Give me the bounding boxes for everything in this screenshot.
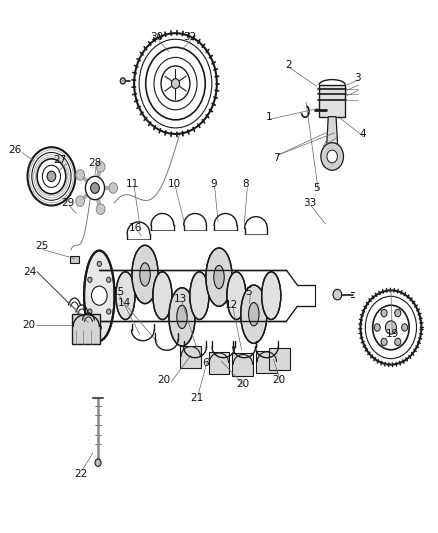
Ellipse shape <box>227 272 246 319</box>
Ellipse shape <box>261 272 281 319</box>
Circle shape <box>374 324 380 331</box>
Text: 5: 5 <box>245 287 252 297</box>
Ellipse shape <box>169 288 195 346</box>
Ellipse shape <box>214 265 224 289</box>
Ellipse shape <box>84 251 115 341</box>
Ellipse shape <box>132 245 158 304</box>
Circle shape <box>402 324 408 331</box>
Text: 6: 6 <box>203 358 209 368</box>
Text: 15: 15 <box>111 287 125 297</box>
Text: 20: 20 <box>272 375 286 385</box>
Text: 33: 33 <box>303 198 316 208</box>
Circle shape <box>95 459 101 466</box>
Circle shape <box>333 289 342 300</box>
Ellipse shape <box>249 303 259 326</box>
Circle shape <box>395 338 401 346</box>
Text: 7: 7 <box>273 153 280 163</box>
Polygon shape <box>208 352 230 374</box>
Circle shape <box>381 338 387 346</box>
Polygon shape <box>72 314 100 344</box>
Ellipse shape <box>190 272 209 319</box>
Circle shape <box>321 143 343 170</box>
Text: 11: 11 <box>126 179 139 189</box>
Text: 14: 14 <box>117 297 131 308</box>
Text: 25: 25 <box>35 241 48 252</box>
Text: 19: 19 <box>385 329 399 340</box>
Circle shape <box>106 309 111 314</box>
Text: 9: 9 <box>211 179 217 189</box>
Text: 16: 16 <box>129 223 142 233</box>
Polygon shape <box>180 345 201 368</box>
Polygon shape <box>233 353 253 376</box>
Text: 20: 20 <box>237 379 250 389</box>
Ellipse shape <box>241 285 267 343</box>
Ellipse shape <box>140 263 150 286</box>
Text: 26: 26 <box>9 145 22 155</box>
Circle shape <box>97 261 102 266</box>
Text: 21: 21 <box>191 393 204 403</box>
Text: 12: 12 <box>225 300 238 310</box>
Ellipse shape <box>153 272 172 319</box>
Text: 5: 5 <box>314 183 320 193</box>
Text: 27: 27 <box>53 156 66 165</box>
Text: 20: 20 <box>22 320 35 330</box>
Text: 20: 20 <box>157 375 170 385</box>
Circle shape <box>327 150 337 163</box>
Circle shape <box>97 325 102 330</box>
Text: 32: 32 <box>183 33 196 43</box>
Text: 24: 24 <box>23 267 36 277</box>
Polygon shape <box>319 85 345 117</box>
Circle shape <box>76 196 85 206</box>
Circle shape <box>76 169 85 180</box>
Text: 28: 28 <box>88 158 102 167</box>
Circle shape <box>106 277 111 282</box>
Circle shape <box>96 161 105 172</box>
Circle shape <box>88 277 92 282</box>
Circle shape <box>171 79 180 88</box>
Text: 2: 2 <box>285 60 292 70</box>
Ellipse shape <box>116 272 135 319</box>
Text: 1: 1 <box>266 112 272 122</box>
Circle shape <box>47 171 56 182</box>
Polygon shape <box>70 256 79 263</box>
Circle shape <box>96 204 105 214</box>
Circle shape <box>92 286 107 305</box>
Circle shape <box>120 78 125 84</box>
Text: 22: 22 <box>74 470 87 479</box>
Ellipse shape <box>206 248 232 306</box>
Text: 30: 30 <box>151 33 164 43</box>
Text: 13: 13 <box>174 294 187 304</box>
Circle shape <box>109 183 117 193</box>
Ellipse shape <box>177 305 187 328</box>
Text: 10: 10 <box>168 179 181 189</box>
Text: 3: 3 <box>354 73 361 83</box>
Text: 8: 8 <box>243 179 249 189</box>
Circle shape <box>85 176 105 200</box>
Circle shape <box>381 309 387 317</box>
Circle shape <box>91 183 99 193</box>
Circle shape <box>395 309 401 317</box>
Polygon shape <box>256 351 277 373</box>
Polygon shape <box>326 117 338 157</box>
Text: 29: 29 <box>61 198 74 208</box>
Text: 4: 4 <box>359 129 366 139</box>
Polygon shape <box>269 348 290 370</box>
Circle shape <box>88 309 92 314</box>
Circle shape <box>385 321 396 334</box>
